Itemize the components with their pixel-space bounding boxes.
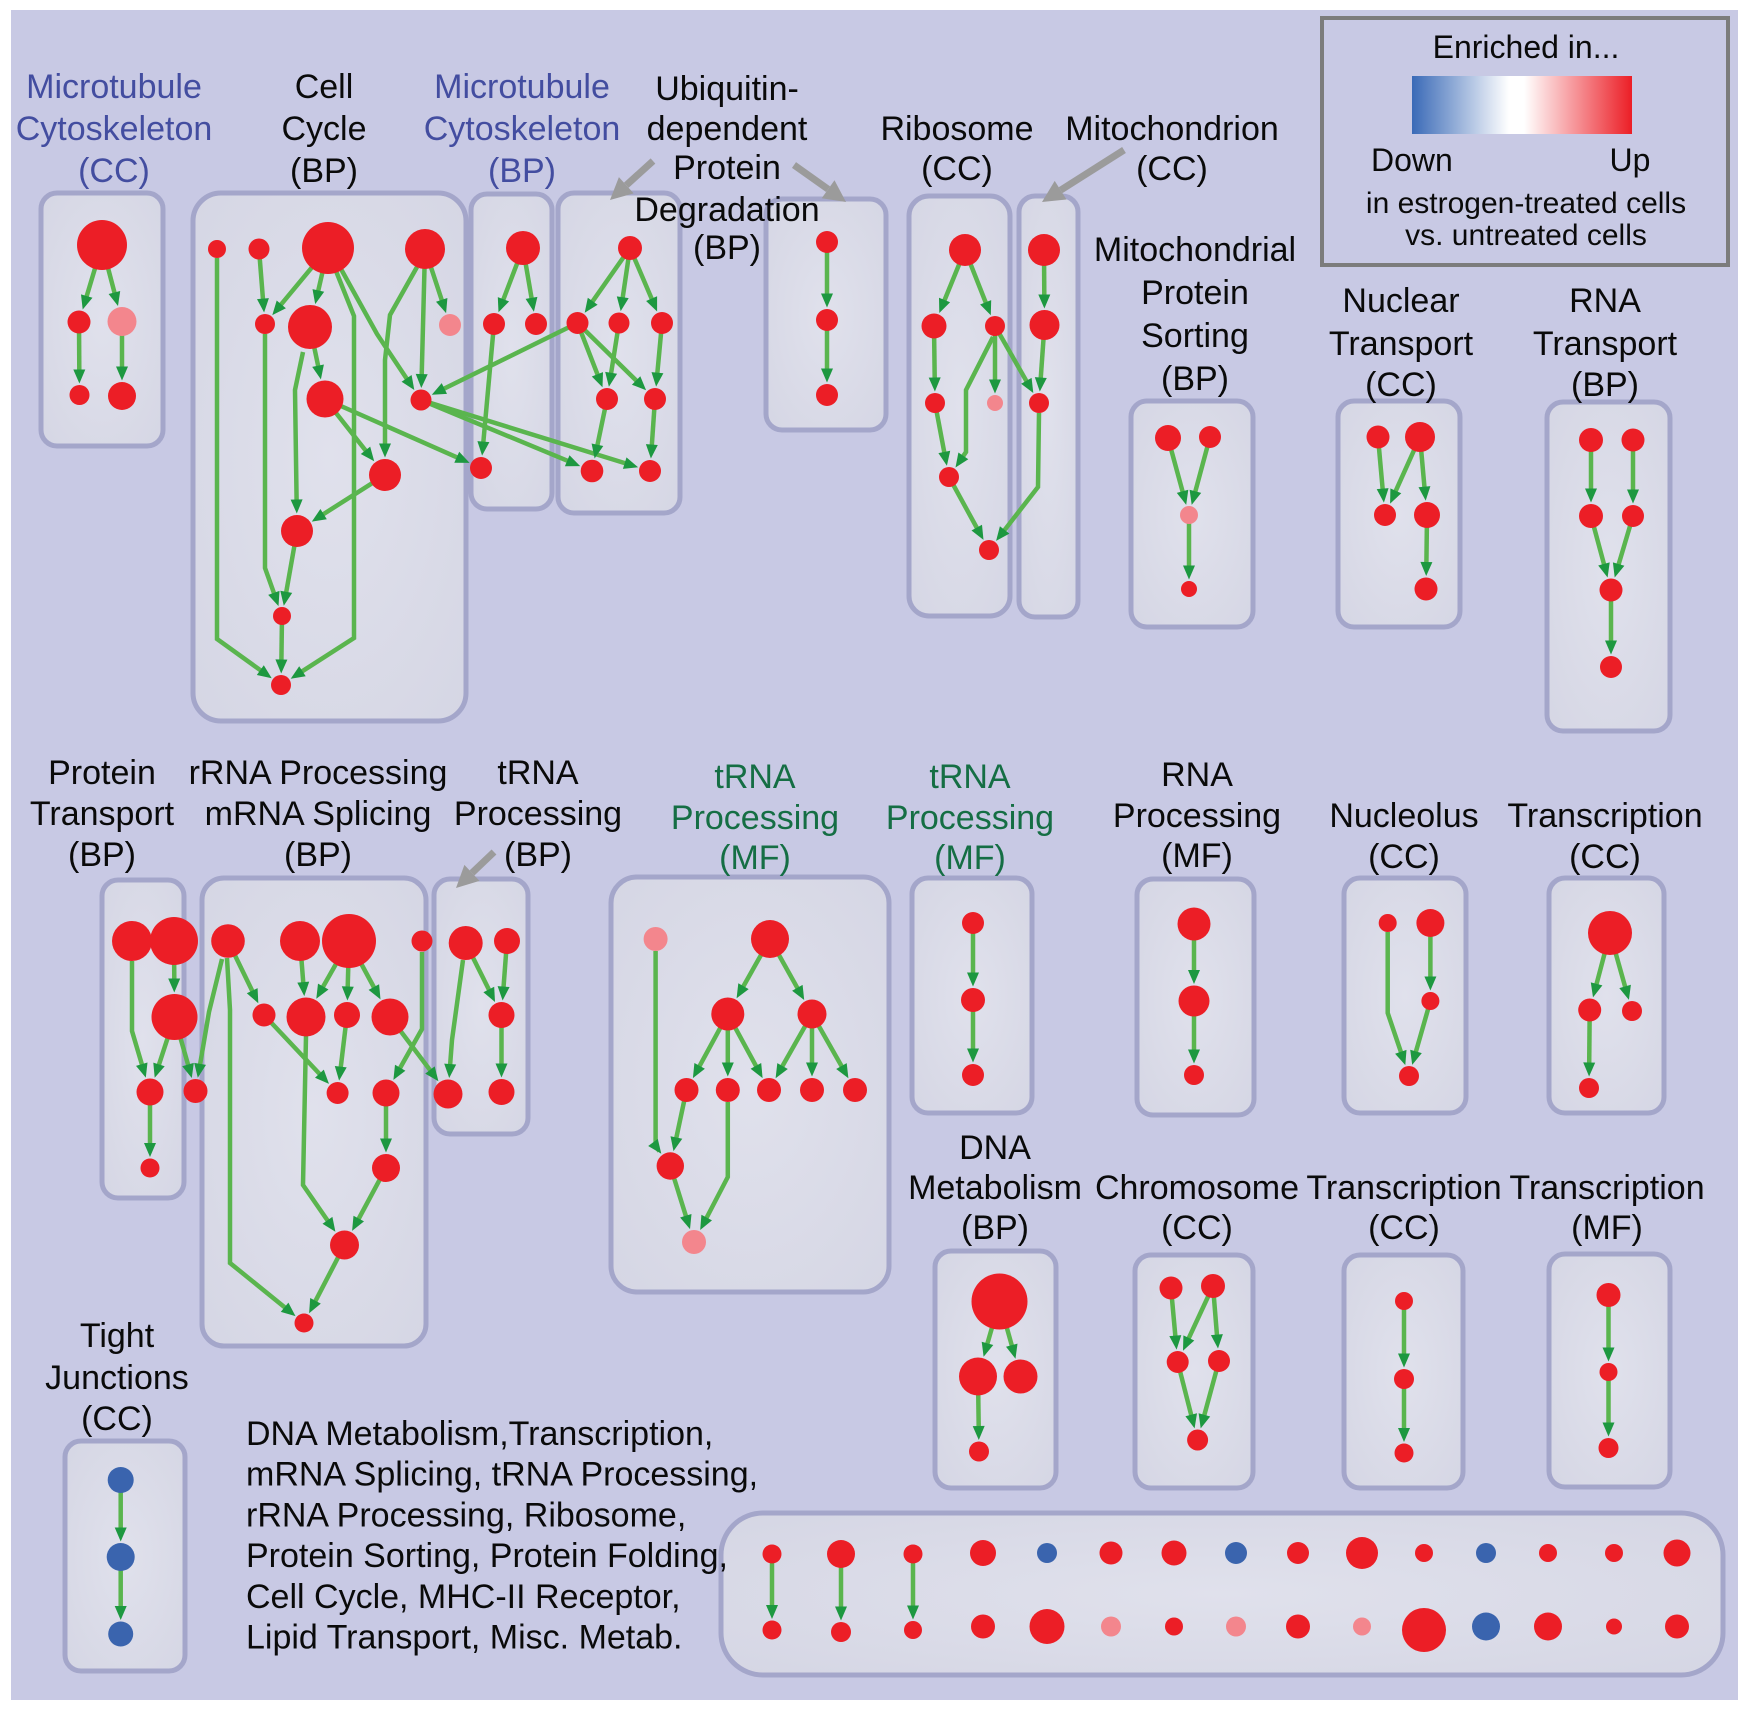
svg-text:RNA: RNA [1569, 282, 1641, 320]
svg-text:Chromosome: Chromosome [1095, 1169, 1299, 1207]
svg-text:Microtubule: Microtubule [26, 68, 202, 106]
svg-text:(BP): (BP) [1571, 366, 1639, 404]
svg-text:Processing: Processing [454, 795, 622, 833]
svg-text:Transcription: Transcription [1507, 797, 1702, 835]
svg-text:Cycle: Cycle [281, 110, 366, 148]
svg-text:Protein Sorting, Protein Foldi: Protein Sorting, Protein Folding, [246, 1537, 728, 1575]
svg-text:Microtubule: Microtubule [434, 68, 610, 106]
svg-text:Nuclear: Nuclear [1342, 282, 1459, 320]
svg-text:Protein: Protein [673, 149, 781, 187]
svg-text:(BP): (BP) [290, 152, 358, 190]
svg-text:Up: Up [1610, 142, 1651, 178]
svg-text:Ribosome: Ribosome [880, 110, 1033, 148]
svg-text:tRNA: tRNA [714, 758, 796, 796]
svg-text:Ubiquitin-: Ubiquitin- [655, 70, 799, 108]
svg-text:Tight: Tight [80, 1317, 155, 1355]
svg-text:(MF): (MF) [934, 839, 1006, 877]
svg-text:Cytoskeleton: Cytoskeleton [16, 110, 213, 148]
svg-text:Protein: Protein [1141, 274, 1249, 312]
svg-text:Sorting: Sorting [1141, 317, 1249, 355]
svg-text:Protein: Protein [48, 754, 156, 792]
svg-text:vs. untreated cells: vs. untreated cells [1405, 219, 1647, 252]
svg-text:Transport: Transport [1329, 325, 1474, 363]
svg-text:Cytoskeleton: Cytoskeleton [424, 110, 621, 148]
svg-text:Metabolism: Metabolism [908, 1169, 1082, 1207]
svg-text:in estrogen-treated cells: in estrogen-treated cells [1366, 187, 1686, 220]
svg-text:Processing: Processing [1113, 797, 1281, 835]
svg-text:(BP): (BP) [1161, 360, 1229, 398]
svg-text:rRNA Processing: rRNA Processing [189, 754, 448, 792]
svg-text:mRNA Splicing: mRNA Splicing [205, 795, 432, 833]
svg-text:RNA: RNA [1161, 756, 1233, 794]
svg-text:mRNA Splicing, tRNA Processing: mRNA Splicing, tRNA Processing, [246, 1456, 758, 1494]
svg-text:rRNA Processing, Ribosome,: rRNA Processing, Ribosome, [246, 1496, 686, 1534]
svg-text:(BP): (BP) [693, 229, 761, 267]
svg-text:dependent: dependent [647, 110, 808, 148]
svg-text:Nucleolus: Nucleolus [1329, 797, 1478, 835]
svg-text:tRNA: tRNA [497, 754, 579, 792]
svg-text:Junctions: Junctions [45, 1359, 189, 1397]
svg-text:(BP): (BP) [284, 836, 352, 874]
svg-text:Transcription: Transcription [1306, 1169, 1501, 1207]
svg-text:(BP): (BP) [488, 152, 556, 190]
svg-text:Mitochondrial: Mitochondrial [1094, 231, 1296, 269]
svg-text:(CC): (CC) [1368, 1209, 1440, 1247]
svg-text:(CC): (CC) [921, 150, 993, 188]
svg-text:Degradation: Degradation [634, 191, 819, 229]
svg-text:(CC): (CC) [78, 152, 150, 190]
svg-text:(CC): (CC) [1368, 838, 1440, 876]
svg-text:Lipid Transport, Misc. Metab.: Lipid Transport, Misc. Metab. [246, 1619, 683, 1657]
svg-text:(CC): (CC) [1569, 838, 1641, 876]
svg-text:tRNA: tRNA [929, 758, 1011, 796]
svg-text:(CC): (CC) [1136, 150, 1208, 188]
svg-text:Down: Down [1371, 142, 1453, 178]
svg-text:(CC): (CC) [1365, 366, 1437, 404]
svg-text:(MF): (MF) [719, 839, 791, 877]
svg-text:DNA: DNA [959, 1129, 1031, 1167]
svg-text:Transcription: Transcription [1509, 1169, 1704, 1207]
svg-text:(MF): (MF) [1161, 837, 1233, 875]
svg-text:(BP): (BP) [68, 836, 136, 874]
svg-text:(MF): (MF) [1571, 1209, 1643, 1247]
svg-text:DNA Metabolism,Transcription,: DNA Metabolism,Transcription, [246, 1415, 713, 1453]
svg-text:(BP): (BP) [504, 836, 572, 874]
svg-text:Processing: Processing [671, 799, 839, 837]
svg-text:(CC): (CC) [81, 1400, 153, 1438]
svg-text:Cell: Cell [295, 68, 354, 106]
svg-text:Mitochondrion: Mitochondrion [1065, 110, 1279, 148]
svg-text:Enriched in...: Enriched in... [1433, 29, 1620, 65]
svg-text:(BP): (BP) [961, 1209, 1029, 1247]
svg-text:Processing: Processing [886, 799, 1054, 837]
svg-text:Transport: Transport [30, 795, 175, 833]
svg-text:Transport: Transport [1533, 325, 1678, 363]
svg-text:(CC): (CC) [1161, 1209, 1233, 1247]
svg-text:Cell Cycle, MHC-II Receptor,: Cell Cycle, MHC-II Receptor, [246, 1578, 681, 1616]
